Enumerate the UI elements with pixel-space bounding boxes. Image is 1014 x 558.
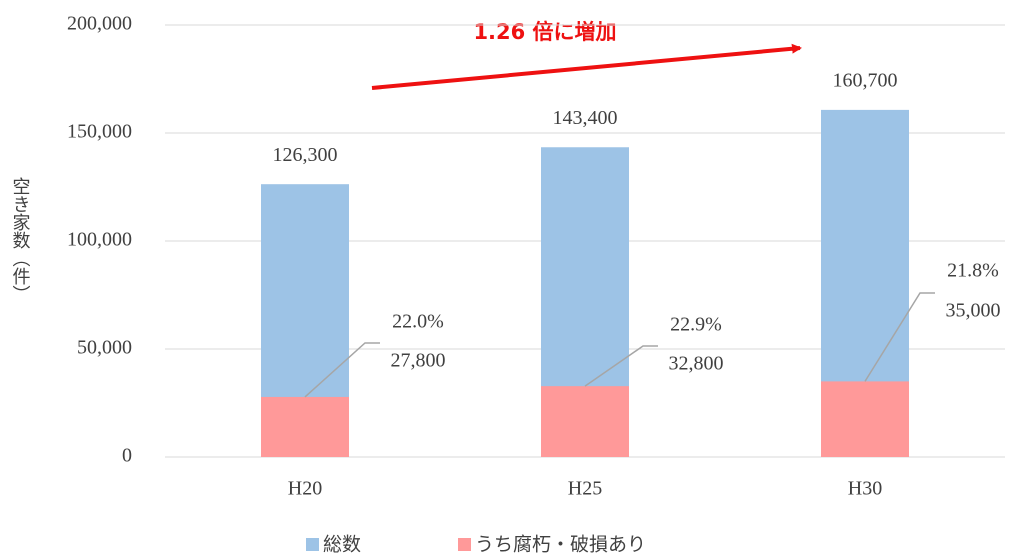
y-tick-label: 0 xyxy=(122,445,132,467)
legend-label: 総数 xyxy=(323,534,361,556)
y-tick-label: 50,000 xyxy=(77,337,132,359)
share-label: 21.8% xyxy=(947,260,999,282)
y-axis-label: 空き家数（件） xyxy=(10,177,31,303)
bar xyxy=(821,381,909,457)
trend-arrow xyxy=(371,43,802,90)
value-label: 32,800 xyxy=(669,353,724,375)
bar xyxy=(261,396,349,457)
share-label: 22.0% xyxy=(392,311,444,333)
legend-label: うち腐朽・破損あり xyxy=(475,534,646,556)
value-label: 143,400 xyxy=(553,107,618,129)
y-tick-label: 200,000 xyxy=(67,13,132,35)
legend-swatch xyxy=(458,538,471,551)
x-tick-label: H30 xyxy=(848,478,882,500)
y-tick-label: 100,000 xyxy=(67,229,132,251)
bar xyxy=(541,386,629,457)
value-label: 126,300 xyxy=(273,144,338,166)
value-label: 160,700 xyxy=(833,69,898,91)
leader-line xyxy=(584,345,658,387)
x-tick-label: H20 xyxy=(288,478,322,500)
x-tick-label: H25 xyxy=(568,478,602,500)
annotation: 1.26 倍に増加 xyxy=(473,20,616,44)
legend-swatch xyxy=(306,538,319,551)
leader-line xyxy=(304,342,380,398)
leader-line xyxy=(864,292,935,382)
value-label: 35,000 xyxy=(946,300,1001,322)
value-label: 27,800 xyxy=(391,350,446,372)
share-label: 22.9% xyxy=(670,314,722,336)
y-tick-label: 150,000 xyxy=(67,121,132,143)
